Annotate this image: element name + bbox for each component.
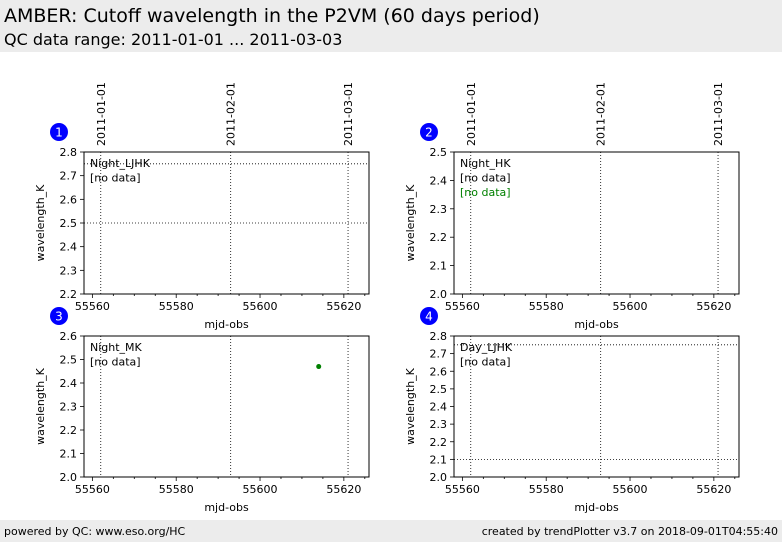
panel-number-marker	[420, 307, 438, 325]
panel-note: Night_LJHK	[90, 157, 151, 170]
y-tick-label: 2.2	[430, 231, 448, 244]
y-axis-label: wavelength_K	[34, 184, 47, 262]
plot-frame	[453, 151, 740, 295]
y-tick-label: 2.2	[430, 436, 448, 449]
date-tick-label: 2011-01-01	[95, 82, 108, 146]
x-tick-label: 55600	[613, 300, 648, 313]
x-tick-label: 55580	[159, 483, 194, 496]
panel-note: Night_MK	[90, 341, 143, 354]
x-tick-label: 55620	[696, 483, 731, 496]
y-tick-label: 2.3	[430, 203, 448, 216]
plot-frame	[83, 335, 370, 478]
x-axis-label: mjd-obs	[574, 501, 619, 514]
date-tick-label: 2011-03-01	[342, 82, 355, 146]
y-tick-label: 2.1	[430, 260, 448, 273]
y-tick-label: 2.5	[430, 146, 448, 159]
x-tick-label: 55600	[613, 483, 648, 496]
panel-number: 3	[55, 310, 63, 324]
date-tick-label: 2011-01-01	[465, 82, 478, 146]
x-tick-label: 55620	[326, 483, 361, 496]
plot-frame	[453, 335, 740, 478]
y-tick-label: 2.8	[60, 146, 78, 159]
y-tick-label: 2.1	[430, 453, 448, 466]
panel-note: [no data]	[90, 172, 141, 185]
date-tick-label: 2011-03-01	[712, 82, 725, 146]
panel-number-marker	[50, 123, 68, 141]
x-tick-label: 55560	[75, 300, 110, 313]
y-tick-label: 2.0	[430, 288, 448, 301]
y-tick-label: 2.0	[430, 471, 448, 484]
y-tick-label: 2.3	[60, 264, 78, 277]
y-tick-label: 2.5	[60, 354, 78, 367]
y-tick-label: 2.1	[60, 448, 78, 461]
panel-note: [no data]	[460, 186, 511, 199]
chart-panel-1: 55560 55580 55600 55620 2.2 2.3 2.4 2.5 2.6 2.7 2.…	[34, 82, 370, 331]
y-tick-label: 2.3	[60, 401, 78, 414]
y-tick-label: 2.4	[430, 401, 448, 414]
panel-number-marker	[420, 123, 438, 141]
y-tick-label: 2.2	[60, 424, 78, 437]
date-tick-label: 2011-02-01	[595, 82, 608, 146]
data-point	[316, 364, 322, 370]
y-axis-label: wavelength_K	[34, 367, 47, 445]
x-tick-label: 55600	[243, 300, 278, 313]
chart-panel-4: 55560 55580 55600 55620 2.0 2.1 2.2 2.3 2.4 2.5 2.…	[404, 307, 740, 514]
x-tick-label: 55620	[696, 300, 731, 313]
y-tick-label: 2.4	[60, 377, 78, 390]
y-tick-label: 2.0	[60, 471, 78, 484]
panel-number: 2	[425, 126, 433, 140]
x-tick-label: 55560	[75, 483, 110, 496]
x-axis-label: mjd-obs	[574, 318, 619, 331]
y-tick-label: 2.8	[430, 330, 448, 343]
panel-note: Night_HK	[460, 157, 511, 170]
header-bar: AMBER: Cutoff wavelength in the P2VM (60…	[0, 0, 782, 52]
x-tick-label: 55560	[445, 300, 480, 313]
panel-note: [no data]	[90, 356, 141, 369]
x-tick-label: 55580	[159, 300, 194, 313]
footer-generator: created by trendPlotter v3.7 on 2018-09-…	[481, 525, 778, 538]
y-axis-label: wavelength_K	[404, 184, 417, 262]
x-axis-label: mjd-obs	[204, 501, 249, 514]
y-axis-label: wavelength_K	[404, 367, 417, 445]
y-tick-label: 2.5	[430, 383, 448, 396]
y-tick-label: 2.2	[60, 288, 78, 301]
x-axis-label: mjd-obs	[204, 318, 249, 331]
y-tick-label: 2.3	[430, 418, 448, 431]
panel-number: 4	[425, 310, 433, 324]
x-tick-label: 55580	[529, 483, 564, 496]
x-tick-label: 55620	[326, 300, 361, 313]
footer-bar	[0, 520, 782, 542]
footer-credit: powered by QC: www.eso.org/HC	[4, 525, 186, 538]
panel-note: [no data]	[460, 172, 511, 185]
y-tick-label: 2.7	[60, 170, 78, 183]
panel-note: [no data]	[460, 356, 511, 369]
y-tick-label: 2.6	[60, 330, 78, 343]
x-tick-label: 55560	[445, 483, 480, 496]
chart-panel-2: 55560 55580 55600 55620 2.0 2.1 2.2 2.3 2.4 2.5 mj…	[404, 82, 740, 331]
y-tick-label: 2.5	[60, 217, 78, 230]
chart-panel-3: 55560 55580 55600 55620 2.0 2.1 2.2 2.3 2.4 2.5 2.…	[34, 307, 370, 514]
page-subtitle: QC data range: 2011-01-01 ... 2011-03-03	[4, 30, 343, 49]
y-tick-label: 2.4	[430, 174, 448, 187]
panel-number-marker	[50, 307, 68, 325]
panel-note: Day_LJHK	[460, 341, 513, 354]
x-tick-label: 55580	[529, 300, 564, 313]
panel-number: 1	[55, 126, 63, 140]
page-title: AMBER: Cutoff wavelength in the P2VM (60…	[4, 5, 540, 27]
y-tick-label: 2.7	[430, 348, 448, 361]
y-tick-label: 2.6	[430, 365, 448, 378]
y-tick-label: 2.6	[60, 193, 78, 206]
date-tick-label: 2011-02-01	[225, 82, 238, 146]
x-tick-label: 55600	[243, 483, 278, 496]
y-tick-label: 2.4	[60, 241, 78, 254]
